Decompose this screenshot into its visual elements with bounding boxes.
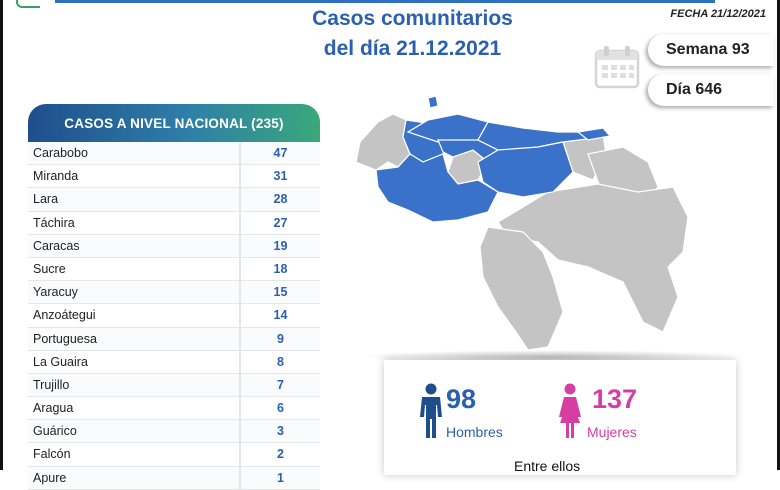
case-count: 14 <box>273 308 288 323</box>
state-name: Portuguesa <box>33 331 97 346</box>
case-count: 31 <box>273 169 288 184</box>
table-total: (235) <box>251 116 284 131</box>
column-divider <box>239 420 241 443</box>
title-line-2: del día 21.12.2021 <box>323 37 502 60</box>
state-name: Aragua <box>33 401 74 416</box>
week-badge: Semana 93 <box>648 34 774 66</box>
column-divider <box>239 188 241 211</box>
case-count: 8 <box>277 354 284 369</box>
case-count: 2 <box>277 447 284 462</box>
table-row: Trujillo 7 <box>28 373 320 398</box>
top-accent-bar <box>55 0 715 3</box>
state-name: Carabobo <box>33 146 88 160</box>
amazonas-region <box>479 226 564 351</box>
table-row: Miranda 31 <box>28 165 320 189</box>
table-row: Guárico 3 <box>28 420 320 444</box>
state-name: Caracas <box>33 238 80 253</box>
national-cases-table: CASOS A NIVEL NACIONAL (235) Carabobo 47 M… <box>28 104 320 490</box>
table-row: Anzoátegui 14 <box>28 304 320 328</box>
case-count: 27 <box>273 215 288 230</box>
column-divider <box>239 165 241 188</box>
island-region <box>427 95 439 109</box>
table-title: CASOS A NIVEL NACIONAL <box>64 116 248 131</box>
table-row: Apure 1 <box>28 466 320 490</box>
state-name: Anzoátegui <box>33 308 96 323</box>
state-name: Yaracuy <box>33 285 78 300</box>
table-row: Lara 28 <box>28 188 320 212</box>
table-row: Yaracuy 15 <box>28 281 320 305</box>
date-label: FECHA 21/12/2021 <box>670 8 766 20</box>
case-count: 7 <box>277 377 284 392</box>
table-row: Táchira 27 <box>28 211 320 235</box>
column-divider <box>239 350 241 373</box>
state-name: La Guaira <box>33 354 88 369</box>
calendar-icon <box>594 46 640 89</box>
page-title: Casos comunitarios del día 21.12.2021 <box>280 4 545 64</box>
case-count: 18 <box>273 261 288 276</box>
right-frame-edge <box>777 0 780 470</box>
column-divider <box>239 142 241 165</box>
table-row: Sucre 18 <box>28 257 320 282</box>
column-divider <box>239 281 241 304</box>
table-row: Falcón 2 <box>28 443 320 467</box>
state-name: Táchira <box>33 215 75 230</box>
women-count: 137 <box>592 384 638 414</box>
venezuela-map <box>355 95 689 351</box>
column-divider <box>239 327 241 350</box>
woman-icon <box>559 383 581 438</box>
column-divider <box>239 443 241 466</box>
state-name: Trujillo <box>33 377 70 392</box>
case-count: 15 <box>273 285 288 300</box>
column-divider <box>239 211 241 234</box>
case-count: 28 <box>273 192 288 207</box>
case-count: 47 <box>273 146 288 160</box>
state-name: Guárico <box>33 424 77 439</box>
table-row: La Guaira 8 <box>28 350 320 374</box>
gender-stats-card: 98 Hombres 137 Mujeres Entre ellos <box>384 360 736 475</box>
column-divider <box>239 257 241 281</box>
state-name: Miranda <box>33 169 79 184</box>
state-name: Falcón <box>33 447 71 462</box>
case-count: 3 <box>277 424 284 439</box>
case-count: 9 <box>277 331 284 346</box>
zulia-region <box>355 113 411 171</box>
table-row: Carabobo 47 <box>28 142 320 166</box>
table-rows: Carabobo 47 Miranda 31 Lara 28 Táchira 27 Caraca… <box>28 142 320 490</box>
andes-apure-region <box>375 153 499 223</box>
column-divider <box>239 234 241 257</box>
case-count: 6 <box>277 401 284 416</box>
top-corner-ornament <box>16 0 40 8</box>
table-row: Portuguesa 9 <box>28 327 320 351</box>
state-name: Lara <box>33 192 59 207</box>
women-label: Mujeres <box>587 424 637 440</box>
day-badge: Día 646 <box>648 74 774 106</box>
column-divider <box>239 373 241 397</box>
table-row: Aragua 6 <box>28 397 320 421</box>
footer-text: Entre ellos <box>514 458 581 474</box>
column-divider <box>239 304 241 327</box>
table-header: CASOS A NIVEL NACIONAL (235) <box>28 104 320 142</box>
case-count: 19 <box>273 238 288 253</box>
state-name: Sucre <box>33 261 66 276</box>
bolivar-region <box>497 183 689 333</box>
men-count: 98 <box>446 384 477 414</box>
man-icon <box>420 383 442 438</box>
title-line-1: Casos comunitarios <box>312 7 513 30</box>
column-divider <box>239 397 241 420</box>
margarita-region <box>576 127 612 141</box>
left-frame-edge <box>0 0 3 470</box>
men-label: Hombres <box>446 424 503 440</box>
table-row: Caracas 19 <box>28 234 320 258</box>
